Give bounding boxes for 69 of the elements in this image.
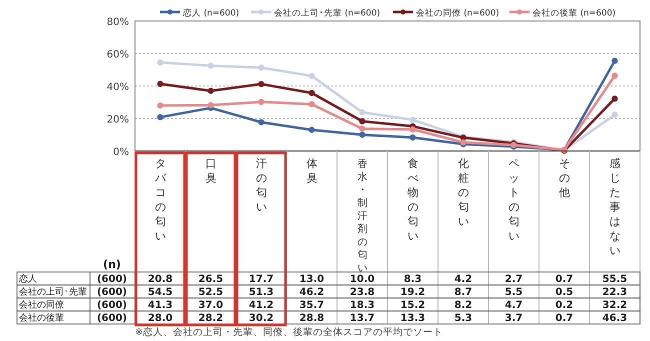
text: ※恋人、会社の上司・先輩、同僚、後輩の全体スコアの平均でソート: [135, 326, 443, 338]
data-label: 51.3: [248, 287, 274, 298]
text: 恋人: [18, 274, 37, 284]
data-label: 13.0: [299, 274, 324, 285]
text: 会社の同僚: [19, 300, 64, 310]
data-label: 2.7: [504, 274, 523, 285]
y-tick-label: 0%: [113, 147, 129, 158]
legend-label: 会社の同僚 (n=600): [416, 8, 500, 18]
x-tick-label: 化粧の匂い: [458, 157, 469, 228]
text: (600): [96, 313, 128, 324]
data-label: 35.7: [299, 300, 324, 311]
legend-label: 会社の上司･先輩 (n=600): [274, 8, 380, 18]
x-tick-label: 感じた事はない: [609, 157, 620, 257]
legend-label: 恋人 (n=600): [182, 8, 240, 18]
data-label: 3.7: [504, 313, 523, 324]
text: (600): [96, 287, 128, 298]
data-label: 5.3: [454, 313, 472, 324]
data-label: 0.7: [555, 313, 574, 324]
text: (600): [96, 274, 128, 285]
data-label: 13.7: [350, 313, 375, 324]
y-tick-label: 60%: [106, 50, 129, 60]
data-label: 54.5: [148, 287, 173, 298]
category-label: 香水・制汗剤の匂い: [357, 159, 368, 274]
data-label: 30.2: [248, 313, 274, 324]
data-label: 37.0: [198, 300, 224, 311]
data-label: 46.2: [299, 287, 324, 298]
data-label: 41.3: [148, 300, 173, 311]
y-tick-label: 80%: [106, 17, 129, 28]
data-label: 46.3: [602, 313, 628, 324]
data-label: 18.3: [350, 300, 375, 311]
data-label: 13.3: [400, 313, 426, 324]
x-tick-label: その他: [558, 157, 570, 199]
x-tick-label: タバコの匂い: [154, 157, 167, 242]
y-tick-label: 40%: [106, 82, 129, 93]
data-label: 41.2: [248, 300, 274, 311]
data-label: 26.5: [198, 274, 224, 285]
data-label: 17.7: [248, 274, 274, 285]
data-label: 10.0: [350, 274, 375, 285]
legend-label: 会社の後輩 (n=600): [532, 8, 616, 18]
x-tick-label: 口臭: [205, 157, 216, 184]
data-label: 28.8: [299, 313, 324, 324]
data-label: 15.2: [400, 300, 426, 311]
text: (n): [103, 258, 121, 271]
data-label: 8.7: [454, 287, 472, 298]
data-label: 0.2: [555, 300, 574, 311]
text: 会社の上司･先輩: [19, 286, 87, 298]
x-tick-label: ペットの匂い: [508, 157, 520, 242]
data-label: 4.7: [504, 300, 523, 311]
data-label: 20.8: [148, 274, 173, 285]
y-tick-label: 20%: [106, 114, 129, 126]
data-label: 22.3: [602, 287, 628, 298]
data-label: 0.5: [555, 287, 574, 298]
text: 会社の後輩: [19, 312, 64, 324]
data-label: 0.7: [555, 274, 574, 285]
x-tick-label: 食べ物の匂い: [407, 157, 418, 242]
data-label: 28.0: [148, 313, 173, 324]
data-label: 32.2: [602, 300, 628, 311]
data-label: 8.2: [454, 300, 472, 311]
x-tick-label: 体臭: [306, 157, 318, 184]
data-label: 5.5: [504, 287, 523, 298]
x-tick-label: 汗の匂い: [256, 157, 267, 214]
data-label: 19.2: [400, 287, 426, 298]
data-label: 4.2: [454, 274, 472, 285]
data-label: 55.5: [602, 274, 628, 285]
text: (600): [96, 300, 128, 311]
data-label: 23.8: [350, 287, 375, 298]
data-label: 52.5: [198, 287, 224, 298]
data-label: 28.2: [198, 313, 224, 324]
data-label: 8.3: [404, 274, 422, 285]
